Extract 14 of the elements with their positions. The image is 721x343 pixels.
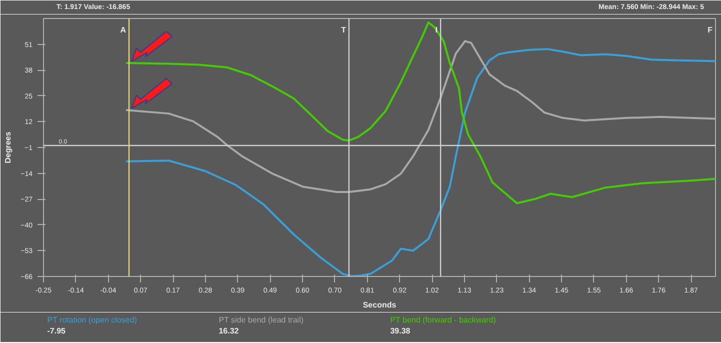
line-series [124,21,716,204]
text: PT rotation (open closed) [47,316,138,324]
y-axis-title: Degrees [4,131,13,164]
text: -7.95 [47,326,66,336]
text: PT bend (forward - backward) [390,316,496,324]
x-axis-title: Seconds [362,300,397,310]
ref-line-label: A [120,26,126,34]
ref-line-label: I [435,26,438,34]
annotation: F [708,26,713,34]
text: 16.32 [218,326,240,336]
ref-line-label: T [341,26,346,34]
text: PT side bend (lead trail) [218,316,304,324]
line-series [124,48,716,276]
text: 39.38 [390,326,411,336]
